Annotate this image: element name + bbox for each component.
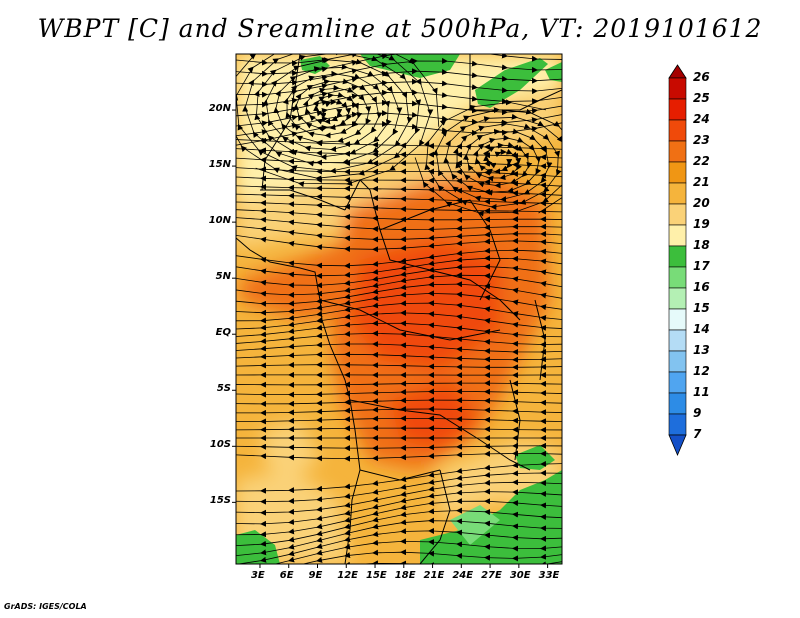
colorbar-segment	[668, 413, 687, 436]
lon-label-30e: 30E	[509, 570, 531, 581]
colorbar-segment	[668, 287, 687, 310]
lon-label-15e: 15E	[366, 570, 387, 581]
colorbar-label: 16	[693, 280, 710, 294]
colorbar-segment	[668, 119, 687, 142]
lon-label-24e: 24E	[452, 570, 474, 581]
streamline	[236, 120, 562, 146]
colorbar-label: 12	[693, 364, 710, 378]
lat-label-15n: 15N	[208, 159, 231, 171]
map-frame	[235, 53, 563, 565]
colorbar-segment	[668, 350, 687, 373]
colorbar-label: 26	[693, 70, 710, 84]
lon-label-18e: 18E	[394, 570, 416, 581]
colorbar-segment	[668, 98, 687, 121]
streamline	[236, 450, 562, 462]
streamline	[236, 397, 562, 407]
colorbar-segment	[668, 182, 687, 205]
colorbar-label: 25	[693, 91, 710, 105]
streamline	[236, 425, 562, 433]
streamline	[236, 380, 562, 388]
colorbar-segment	[668, 308, 687, 331]
streamline	[236, 351, 562, 363]
colorbar-label: 13	[693, 343, 710, 357]
colorbar-label: 17	[693, 259, 710, 273]
colorbar-label: 23	[693, 133, 710, 147]
lon-label-12e: 12E	[337, 570, 358, 581]
lat-label-15s: 15S	[209, 495, 231, 507]
streamline	[236, 388, 562, 398]
colorbar-segment	[668, 329, 687, 352]
lat-label-10s: 10S	[209, 439, 231, 451]
axis-ticks	[232, 109, 549, 568]
colorbar-label: 9	[693, 406, 702, 420]
colorbar-segment	[668, 140, 687, 163]
colorbar-label: 15	[693, 301, 710, 315]
colorbar-segment	[668, 224, 687, 247]
colorbar-label: 24	[693, 112, 710, 126]
lon-label-21e: 21E	[423, 570, 445, 581]
lat-label-eq: EQ	[215, 327, 231, 339]
colorbar-segment	[668, 203, 687, 226]
colorbar-label: 21	[693, 175, 710, 189]
streamline	[236, 361, 562, 371]
colorbar-top-arrow	[668, 64, 687, 79]
lon-label-33e: 33E	[538, 570, 560, 581]
streamline	[260, 549, 562, 564]
colorbar-label: 19	[693, 217, 710, 231]
streamlines	[236, 54, 562, 564]
colorbar-label: 22	[693, 154, 710, 168]
streamline	[236, 442, 562, 452]
streamline	[236, 415, 562, 425]
colorbar-segment	[668, 392, 687, 415]
lon-label-27e: 27E	[481, 570, 502, 581]
lon-label-6e: 6E	[279, 570, 294, 581]
lat-label-20n: 20N	[208, 103, 231, 115]
lat-label-5s: 5S	[216, 383, 231, 395]
lon-label-9e: 9E	[308, 570, 323, 581]
lat-label-10n: 10N	[208, 215, 231, 227]
colorbar-segment	[668, 77, 687, 100]
lat-label-5n: 5N	[215, 271, 231, 283]
lon-label-3e: 3E	[250, 570, 265, 581]
colorbar-label: 20	[693, 196, 710, 210]
colorbar-segment	[668, 371, 687, 394]
colorbar	[668, 64, 687, 457]
grads-credit: GrADS: IGES/COLA	[4, 602, 87, 611]
colorbar-segment	[668, 245, 687, 268]
colorbar-label: 11	[693, 385, 710, 399]
colorbar-segment	[668, 161, 687, 184]
colorbar-label: 14	[693, 322, 710, 336]
wbpt-field	[236, 54, 562, 564]
colorbar-bottom-arrow	[668, 434, 687, 457]
colorbar-label: 18	[693, 238, 710, 252]
colorbar-segment	[668, 266, 687, 289]
streamline	[236, 406, 562, 416]
map-title: WBPT [C] and Sreamline at 500hPa, VT: 20…	[37, 14, 763, 43]
colorbar-label: 7	[693, 427, 702, 441]
